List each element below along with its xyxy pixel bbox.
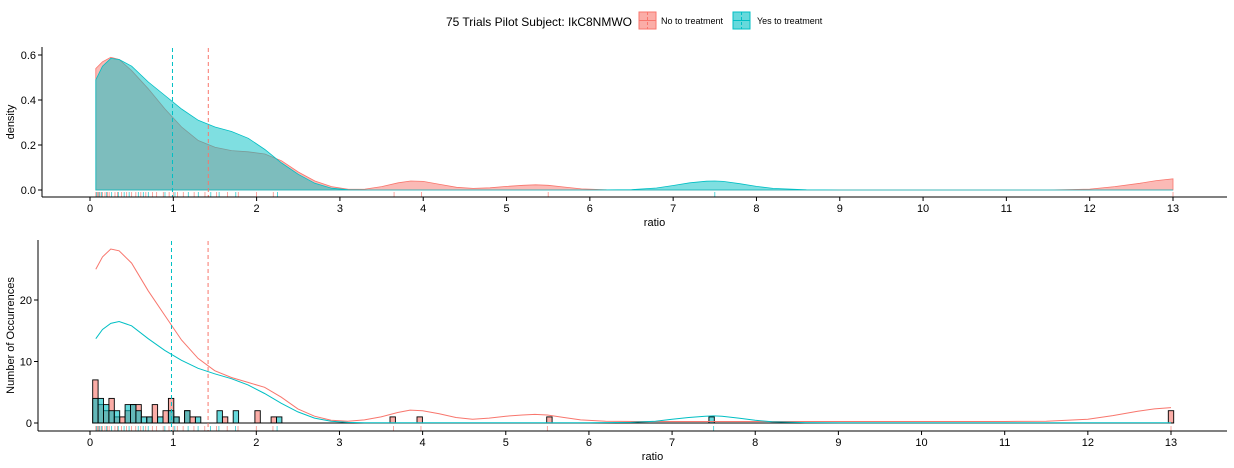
histogram-bar-no <box>389 416 396 424</box>
x-tick-label: 7 <box>670 203 676 215</box>
histogram-bar-no <box>162 410 169 424</box>
y-axis-title: density <box>5 104 17 139</box>
x-tick-label: 0 <box>87 437 93 449</box>
x-tick-label: 6 <box>587 203 593 215</box>
y-tick-label: 0 <box>26 418 32 430</box>
histogram-bar-yes <box>92 397 99 424</box>
histogram-bar-yes <box>232 410 240 424</box>
x-axis-title: ratio <box>644 217 665 229</box>
histogram-bar-yes <box>103 404 110 424</box>
y-tick-label: 20 <box>20 295 32 307</box>
x-tick-label: 0 <box>87 203 93 215</box>
x-tick-label: 4 <box>420 437 426 449</box>
density-panel: 0 1 2 3 4 5 6 7 8 9 10 11 12 130.00.20.40.6ratiodensi… <box>5 47 1227 229</box>
x-tick-label: 13 <box>1167 203 1179 215</box>
x-tick-label: 9 <box>837 203 843 215</box>
x-tick-label: 12 <box>1082 437 1094 449</box>
histogram-bar-yes <box>97 397 104 424</box>
histogram-bar-yes <box>108 410 115 424</box>
histogram-bar-no <box>221 416 229 424</box>
legend-key-no: No to treatment <box>638 11 724 30</box>
x-tick-label: 5 <box>503 437 509 449</box>
x-axis-title: ratio <box>642 451 663 463</box>
y-tick-label: 0.4 <box>21 95 36 107</box>
x-tick-label: 10 <box>917 203 929 215</box>
histogram-bar-no <box>119 416 126 424</box>
histogram-bar-yes <box>194 416 202 424</box>
legend-title: 75 Trials Pilot Subject: IkC8NMWO <box>446 15 632 29</box>
x-tick-label: 11 <box>1001 203 1012 215</box>
y-tick-label: 0.6 <box>21 50 36 62</box>
y-tick-label: 10 <box>20 357 32 369</box>
x-tick-label: 2 <box>254 203 260 215</box>
x-tick-label: 9 <box>835 437 841 449</box>
y-tick-label: 0.2 <box>21 140 36 152</box>
histogram-bar-no <box>270 416 277 424</box>
legend-key-yes: Yes to treatment <box>732 11 823 30</box>
histogram-bar-no <box>546 416 553 424</box>
histogram-bar-yes <box>184 410 191 424</box>
histogram-bar-yes <box>276 416 283 424</box>
histogram-bar-yes <box>113 410 121 424</box>
histogram-bar-no <box>1167 410 1175 424</box>
x-tick-label: 13 <box>1165 437 1177 449</box>
legend-label-no: No to treatment <box>661 16 724 26</box>
legend: 75 Trials Pilot Subject: IkC8NMWO No to … <box>446 11 823 30</box>
histogram-bar-yes <box>157 416 164 424</box>
x-tick-label: 4 <box>420 203 426 215</box>
x-tick-label: 2 <box>253 437 259 449</box>
y-axis-title: Number of Occurrences <box>5 277 17 394</box>
histogram-bar-yes <box>140 416 148 424</box>
x-tick-label: 8 <box>752 437 758 449</box>
histogram-bar-yes <box>216 410 223 424</box>
histogram-bar-yes <box>708 416 715 424</box>
histogram-bar-no <box>254 410 261 424</box>
x-tick-label: 5 <box>503 203 509 215</box>
histogram-bar-yes <box>135 410 142 424</box>
histogram-bar-yes <box>146 416 153 424</box>
histogram-bar-yes <box>124 404 131 424</box>
histogram-bar-no <box>151 404 159 424</box>
histogram-bar-no <box>189 416 196 424</box>
histogram-bar-yes <box>173 416 180 424</box>
histogram-bar-no <box>416 416 423 424</box>
x-tick-label: 6 <box>586 437 592 449</box>
legend-label-yes: Yes to treatment <box>757 16 823 26</box>
x-tick-label: 10 <box>915 437 927 449</box>
density-curve-yes <box>95 320 1171 424</box>
density-area-yes <box>95 57 1173 191</box>
x-tick-label: 12 <box>1084 203 1096 215</box>
density-curve-no <box>95 248 1172 422</box>
x-tick-label: 3 <box>336 437 342 449</box>
x-tick-label: 1 <box>170 203 176 215</box>
x-tick-label: 3 <box>337 203 343 215</box>
x-tick-label: 11 <box>999 437 1010 449</box>
histogram-bar-yes <box>130 404 137 424</box>
y-tick-label: 0.0 <box>21 185 36 197</box>
x-tick-label: 8 <box>753 203 759 215</box>
x-tick-label: 1 <box>170 437 176 449</box>
x-tick-label: 7 <box>669 437 675 449</box>
